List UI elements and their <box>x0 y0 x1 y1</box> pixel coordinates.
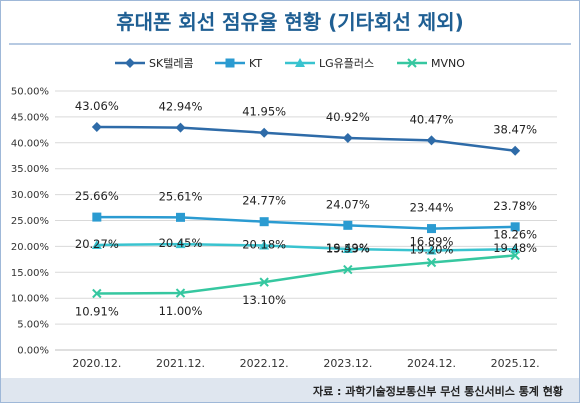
legend-item: LG유플러스 <box>285 57 374 70</box>
x-tick-label: 2020.12. <box>72 357 121 370</box>
legend-marker <box>125 58 135 68</box>
data-label: 18.26% <box>493 227 537 241</box>
data-labels: 43.06% 42.94% 41.95% 40.92% 40.47% 38.47% 25.6… <box>75 99 537 319</box>
y-tick-label: 35.00% <box>11 164 49 175</box>
data-point <box>343 264 353 275</box>
data-point <box>175 239 186 249</box>
y-tick-label: 25.00% <box>11 216 49 227</box>
data-point <box>92 212 102 222</box>
data-label: 24.07% <box>326 197 370 211</box>
y-tick-label: 20.00% <box>11 242 49 253</box>
y-tick-label: 40.00% <box>11 138 49 149</box>
x-tick-label: 2023.12. <box>323 357 372 370</box>
data-label: 42.94% <box>159 100 203 114</box>
data-label: 20.45% <box>159 236 203 250</box>
data-point <box>427 224 436 234</box>
y-tick-label: 5.00% <box>17 320 49 331</box>
y-tick-label: 45.00% <box>11 112 49 123</box>
data-label: 19.48% <box>493 241 537 255</box>
legend-marker <box>295 58 305 67</box>
data-label: 23.78% <box>493 199 537 213</box>
data-point <box>259 277 269 287</box>
data-point <box>175 288 186 298</box>
data-label: 24.77% <box>242 194 286 208</box>
data-label: 15.53% <box>326 242 370 256</box>
data-label: 16.89% <box>410 235 454 249</box>
data-label: 25.66% <box>75 189 119 203</box>
legend-item: KT <box>215 57 262 70</box>
legend-item: MVNO <box>397 57 465 70</box>
data-point <box>175 122 186 133</box>
y-tick-label: 10.00% <box>11 294 49 305</box>
series-line <box>96 215 516 230</box>
data-label: 25.61% <box>159 189 203 203</box>
data-label: 10.91% <box>75 304 119 318</box>
data-point <box>342 244 353 254</box>
data-point <box>259 127 270 138</box>
legend: SK텔레콤 KT LG유플러스 MVNO <box>115 57 465 70</box>
data-point <box>176 212 185 222</box>
legend-label: SK텔레콤 <box>149 57 194 70</box>
legend-label: MVNO <box>431 57 465 70</box>
data-point <box>510 222 520 232</box>
data-point <box>426 245 437 255</box>
x-tick-label: 2021.12. <box>156 357 205 370</box>
data-label: 19.20% <box>410 243 454 257</box>
source-note: 자료 : 과학기술정보통신부 무선 통신서비스 통계 현황 <box>313 384 563 398</box>
x-tick-label: 2024.12. <box>407 357 456 370</box>
data-label: 41.95% <box>242 105 286 119</box>
data-point <box>426 257 437 268</box>
data-label: 40.92% <box>326 110 370 124</box>
legend-label: KT <box>249 57 262 70</box>
data-label: 23.44% <box>410 201 454 215</box>
source-band <box>1 378 579 402</box>
y-tick-label: 15.00% <box>11 268 49 279</box>
data-point <box>259 240 270 250</box>
series-line <box>96 125 516 152</box>
legend-label: LG유플러스 <box>319 57 374 70</box>
data-label: 11.00% <box>159 304 203 318</box>
data-point <box>426 135 437 146</box>
data-point <box>510 250 520 261</box>
x-tick-label: 2022.12. <box>240 357 289 370</box>
data-point <box>92 288 102 299</box>
data-label: 20.27% <box>75 237 119 251</box>
gridlines <box>55 90 557 351</box>
data-point <box>259 217 269 227</box>
y-tick-label: 50.00% <box>11 87 49 98</box>
series-line <box>96 254 516 295</box>
legend-marker <box>407 58 417 68</box>
series-lines <box>96 125 516 295</box>
data-label: 38.47% <box>493 123 537 137</box>
data-point <box>510 145 521 156</box>
data-point <box>91 121 102 132</box>
x-axis: 2020.12. 2021.12. 2022.12. 2023.12. 2024.12.… <box>72 357 539 370</box>
legend-marker <box>225 58 235 68</box>
chart-title: 휴대폰 회선 점유율 현황 (기타회선 제외) <box>116 10 464 34</box>
series-markers <box>91 121 521 299</box>
y-axis: 0.00% 5.00% 10.00% 15.00% 20.00% 25.00% 30.00%… <box>11 87 49 357</box>
data-label: 40.47% <box>410 112 454 126</box>
data-label: 20.18% <box>242 237 286 251</box>
series-line <box>96 242 516 252</box>
x-tick-label: 2025.12. <box>491 357 540 370</box>
data-label: 13.10% <box>242 293 286 307</box>
data-point <box>342 133 353 144</box>
data-label: 19.49% <box>326 241 370 255</box>
data-point <box>510 244 521 254</box>
data-point <box>343 220 353 230</box>
y-tick-label: 30.00% <box>11 190 49 201</box>
legend-item: SK텔레콤 <box>115 57 194 70</box>
y-tick-label: 0.00% <box>17 346 49 357</box>
data-point <box>91 240 102 250</box>
data-label: 43.06% <box>75 99 119 113</box>
